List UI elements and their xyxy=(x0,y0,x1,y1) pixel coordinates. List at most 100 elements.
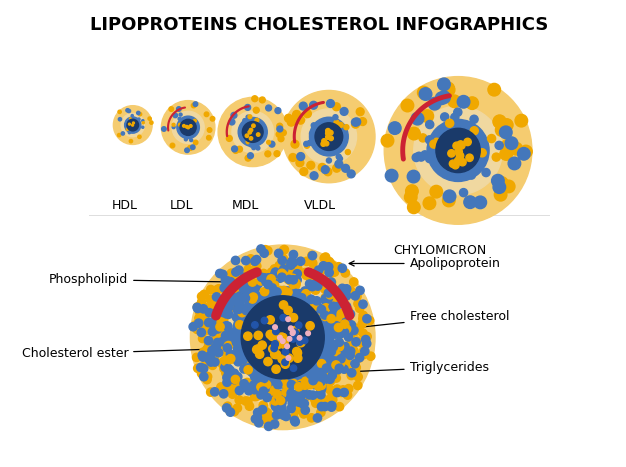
Circle shape xyxy=(250,386,259,394)
Circle shape xyxy=(200,373,208,381)
Circle shape xyxy=(331,268,339,276)
Circle shape xyxy=(267,416,275,424)
Circle shape xyxy=(265,276,274,284)
Circle shape xyxy=(282,262,290,270)
Circle shape xyxy=(246,286,255,294)
Circle shape xyxy=(242,383,251,391)
Circle shape xyxy=(249,293,257,301)
Circle shape xyxy=(436,128,480,173)
Circle shape xyxy=(457,96,470,108)
Circle shape xyxy=(244,397,252,405)
Circle shape xyxy=(327,401,336,410)
Circle shape xyxy=(243,119,247,122)
Circle shape xyxy=(350,347,358,355)
Circle shape xyxy=(333,389,341,396)
Circle shape xyxy=(193,119,197,122)
Circle shape xyxy=(327,315,336,323)
Circle shape xyxy=(215,269,224,277)
Circle shape xyxy=(264,280,272,289)
Circle shape xyxy=(237,146,242,152)
Circle shape xyxy=(322,278,331,286)
Circle shape xyxy=(270,281,279,289)
Circle shape xyxy=(280,246,289,254)
Circle shape xyxy=(232,380,240,388)
Circle shape xyxy=(189,323,197,331)
Circle shape xyxy=(306,322,314,330)
Circle shape xyxy=(289,313,297,322)
Circle shape xyxy=(292,281,300,289)
Circle shape xyxy=(270,332,279,340)
Circle shape xyxy=(500,126,512,139)
Circle shape xyxy=(329,130,333,135)
Circle shape xyxy=(234,358,242,366)
Circle shape xyxy=(331,313,339,321)
Circle shape xyxy=(501,140,514,152)
Circle shape xyxy=(290,380,298,388)
Circle shape xyxy=(213,326,221,334)
Circle shape xyxy=(261,246,270,254)
Circle shape xyxy=(326,150,331,155)
Circle shape xyxy=(317,390,325,399)
Circle shape xyxy=(285,344,289,348)
Circle shape xyxy=(198,312,206,321)
Circle shape xyxy=(327,278,336,286)
Circle shape xyxy=(138,118,140,120)
Circle shape xyxy=(280,265,288,273)
Circle shape xyxy=(237,272,246,280)
Circle shape xyxy=(225,301,233,309)
Circle shape xyxy=(271,345,277,352)
Circle shape xyxy=(192,103,196,108)
Circle shape xyxy=(291,291,299,299)
Circle shape xyxy=(326,135,331,139)
Circle shape xyxy=(180,120,196,135)
Circle shape xyxy=(324,168,332,176)
Circle shape xyxy=(319,277,327,285)
Circle shape xyxy=(344,384,353,393)
Circle shape xyxy=(213,339,222,347)
Circle shape xyxy=(218,98,287,167)
Circle shape xyxy=(217,305,225,314)
Circle shape xyxy=(207,351,215,360)
Circle shape xyxy=(282,349,289,355)
Circle shape xyxy=(338,284,346,292)
Circle shape xyxy=(272,272,280,281)
Circle shape xyxy=(309,375,317,383)
Circle shape xyxy=(474,196,486,209)
Circle shape xyxy=(259,401,267,410)
Circle shape xyxy=(206,307,215,315)
Circle shape xyxy=(478,149,486,157)
Circle shape xyxy=(257,273,266,282)
Circle shape xyxy=(321,382,329,391)
Circle shape xyxy=(177,116,199,139)
Circle shape xyxy=(518,148,530,160)
Circle shape xyxy=(261,382,269,390)
Circle shape xyxy=(310,396,319,403)
Circle shape xyxy=(317,381,326,389)
Circle shape xyxy=(306,381,315,389)
Circle shape xyxy=(239,117,267,147)
Circle shape xyxy=(354,373,362,381)
Circle shape xyxy=(312,286,320,294)
Circle shape xyxy=(192,353,201,361)
Text: HDL: HDL xyxy=(112,199,138,212)
Circle shape xyxy=(470,115,478,123)
Circle shape xyxy=(456,152,464,160)
Circle shape xyxy=(296,400,305,408)
Circle shape xyxy=(478,136,486,144)
Circle shape xyxy=(325,257,333,266)
Circle shape xyxy=(366,316,374,325)
Circle shape xyxy=(356,108,364,116)
Circle shape xyxy=(334,323,342,332)
Circle shape xyxy=(169,107,173,111)
Circle shape xyxy=(222,332,230,340)
Circle shape xyxy=(307,372,316,380)
Circle shape xyxy=(317,377,325,386)
Circle shape xyxy=(285,273,294,282)
Circle shape xyxy=(188,146,193,150)
Circle shape xyxy=(321,311,329,319)
Circle shape xyxy=(335,160,343,168)
Circle shape xyxy=(232,111,274,153)
Circle shape xyxy=(321,285,329,293)
Circle shape xyxy=(218,320,226,328)
Circle shape xyxy=(338,343,346,352)
